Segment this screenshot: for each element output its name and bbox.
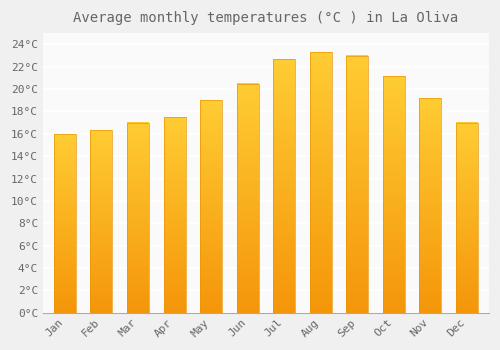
Bar — [383, 76, 405, 313]
Bar — [200, 100, 222, 313]
Bar — [346, 56, 368, 313]
Bar — [164, 117, 186, 313]
Bar — [127, 122, 149, 313]
Title: Average monthly temperatures (°C ) in La Oliva: Average monthly temperatures (°C ) in La… — [74, 11, 458, 25]
Bar — [420, 98, 442, 313]
Bar — [273, 59, 295, 313]
Bar — [90, 131, 112, 313]
Bar — [236, 84, 258, 313]
Bar — [456, 122, 478, 313]
Bar — [310, 52, 332, 313]
Bar — [54, 134, 76, 313]
